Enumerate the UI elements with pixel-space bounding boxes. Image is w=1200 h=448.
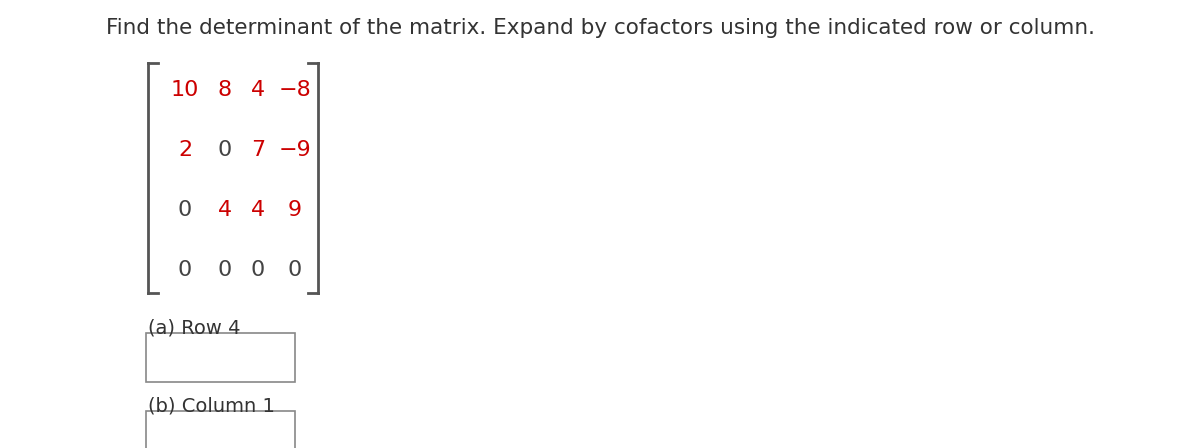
Text: 0: 0 bbox=[251, 260, 265, 280]
FancyBboxPatch shape bbox=[146, 411, 295, 448]
Text: 4: 4 bbox=[251, 200, 265, 220]
Text: 7: 7 bbox=[251, 140, 265, 160]
Text: 8: 8 bbox=[218, 80, 232, 100]
Text: 2: 2 bbox=[178, 140, 192, 160]
Text: 0: 0 bbox=[218, 260, 232, 280]
Text: 4: 4 bbox=[251, 80, 265, 100]
Text: 9: 9 bbox=[288, 200, 302, 220]
Text: (a) Row 4: (a) Row 4 bbox=[148, 318, 240, 337]
Text: (b) Column 1: (b) Column 1 bbox=[148, 396, 275, 415]
Text: −9: −9 bbox=[278, 140, 311, 160]
Text: 0: 0 bbox=[218, 140, 232, 160]
Text: 0: 0 bbox=[178, 260, 192, 280]
Text: 0: 0 bbox=[178, 200, 192, 220]
Text: −8: −8 bbox=[278, 80, 311, 100]
Text: Find the determinant of the matrix. Expand by cofactors using the indicated row : Find the determinant of the matrix. Expa… bbox=[106, 18, 1094, 38]
FancyBboxPatch shape bbox=[146, 333, 295, 382]
Text: 0: 0 bbox=[288, 260, 302, 280]
Text: 10: 10 bbox=[170, 80, 199, 100]
Text: 4: 4 bbox=[218, 200, 232, 220]
